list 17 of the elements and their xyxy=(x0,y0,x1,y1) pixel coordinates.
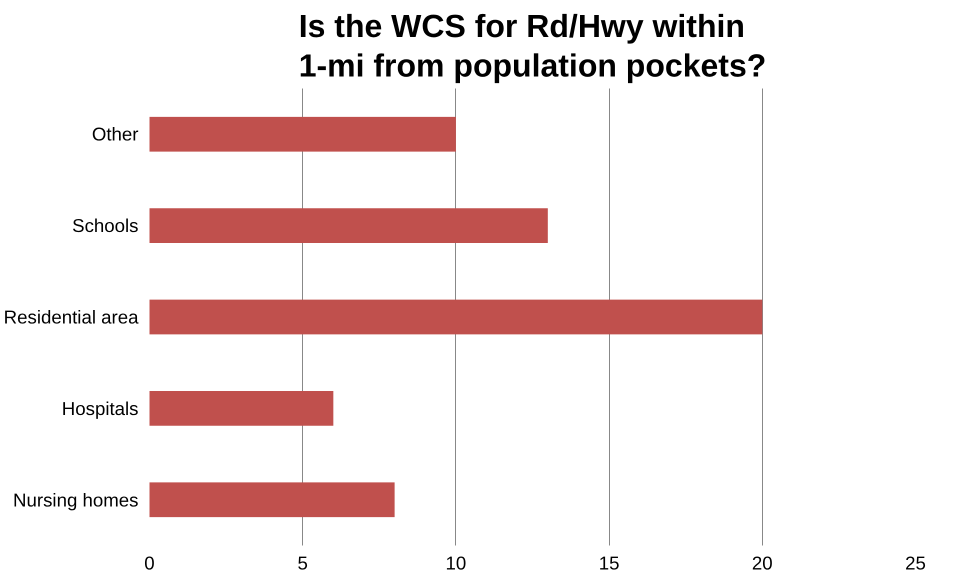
y-tick-label: Schools xyxy=(72,215,139,236)
x-tick-label: 20 xyxy=(752,552,773,574)
x-tick-label: 10 xyxy=(446,552,466,574)
y-tick-label: Hospitals xyxy=(62,398,139,419)
y-tick-label: Nursing homes xyxy=(13,489,139,510)
bar xyxy=(150,208,548,243)
x-tick-label: 0 xyxy=(144,552,155,574)
bar xyxy=(150,300,762,334)
chart-title: Is the WCS for Rd/Hwy within 1-mi from population pockets? xyxy=(298,8,766,84)
bar xyxy=(150,391,334,426)
y-tick-label: Other xyxy=(92,124,139,145)
x-tick-label: 15 xyxy=(598,552,620,574)
bar xyxy=(150,482,395,518)
bar xyxy=(150,116,456,152)
y-tick-label: Residential area xyxy=(4,306,140,328)
x-tick-label: 25 xyxy=(905,552,926,574)
x-tick-label: 5 xyxy=(298,552,308,574)
